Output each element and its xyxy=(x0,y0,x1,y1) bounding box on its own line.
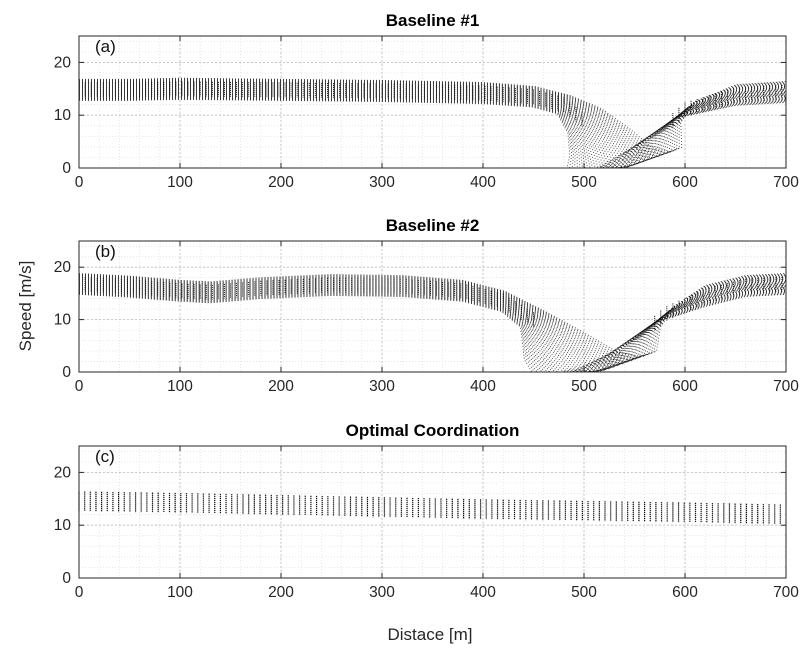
x-tick-label: 400 xyxy=(470,174,496,191)
data-trace xyxy=(79,95,787,169)
axis-box xyxy=(78,35,787,169)
data-series xyxy=(78,77,787,169)
x-tick-label: 300 xyxy=(369,378,395,395)
y-axis-label: Speed [m/s] xyxy=(16,261,35,352)
x-axis-label: Distace [m] xyxy=(387,625,472,644)
chart-panel-1: 0 100 200 300 400 500 600 700 0 10 20 Baseline #1 (a… xyxy=(54,11,800,191)
data-trace xyxy=(79,80,787,158)
x-tick-label: 600 xyxy=(672,174,698,191)
data-trace xyxy=(79,79,787,155)
data-trace xyxy=(78,287,787,373)
data-trace xyxy=(79,89,787,169)
axis-box xyxy=(78,445,787,579)
data-trace xyxy=(79,89,787,169)
x-tick-label: 600 xyxy=(672,584,698,601)
y-tick-label: 20 xyxy=(54,54,72,71)
data-trace xyxy=(79,79,787,156)
x-tick-label: 300 xyxy=(369,174,395,191)
panel-label: (a) xyxy=(95,37,116,56)
plot-area xyxy=(79,36,786,168)
data-trace xyxy=(79,78,787,154)
data-trace xyxy=(79,82,787,161)
x-tick-label: 700 xyxy=(773,584,799,601)
data-trace xyxy=(78,278,787,365)
x-tick-label: 200 xyxy=(268,378,294,395)
data-trace xyxy=(78,280,787,368)
data-trace xyxy=(79,88,787,168)
x-tick-label: 400 xyxy=(470,378,496,395)
chart-title: Baseline #2 xyxy=(386,216,480,235)
y-tick-label: 10 xyxy=(54,517,72,534)
x-tick-label: 100 xyxy=(167,584,193,601)
x-tick-label: 200 xyxy=(268,174,294,191)
x-tick-label: 400 xyxy=(470,584,496,601)
y-tick-label: 20 xyxy=(54,464,72,481)
y-tick-label: 10 xyxy=(54,107,72,124)
x-tick-label: 600 xyxy=(672,378,698,395)
data-trace xyxy=(79,82,787,160)
x-tick-label: 0 xyxy=(75,378,84,395)
data-trace xyxy=(79,92,787,169)
data-trace xyxy=(79,86,787,166)
data-trace xyxy=(79,91,787,169)
y-tick-label: 0 xyxy=(62,160,71,177)
chart-panel-3: 0 100 200 300 400 500 600 700 0 10 20 Optimal Coord… xyxy=(54,421,800,601)
data-trace xyxy=(78,290,787,373)
panel-label: (b) xyxy=(95,242,116,261)
data-trace xyxy=(79,86,787,167)
data-trace xyxy=(79,90,787,169)
data-series xyxy=(78,273,787,373)
data-trace xyxy=(79,88,787,169)
y-tick-label: 20 xyxy=(54,259,72,276)
x-tick-label: 0 xyxy=(75,174,84,191)
data-trace xyxy=(79,95,787,169)
data-trace xyxy=(79,83,787,162)
y-tick-label: 0 xyxy=(62,364,71,381)
axis-box xyxy=(78,240,787,373)
y-tick-label: 0 xyxy=(62,570,71,587)
chart-title: Optimal Coordination xyxy=(346,421,520,440)
x-tick-label: 200 xyxy=(268,584,294,601)
data-trace xyxy=(79,96,787,169)
x-tick-label: 0 xyxy=(75,584,84,601)
data-trace xyxy=(79,84,787,164)
x-tick-label: 100 xyxy=(167,174,193,191)
data-trace xyxy=(79,84,787,163)
data-trace xyxy=(79,91,787,169)
data-trace xyxy=(78,280,787,369)
plot-area xyxy=(79,446,786,578)
data-trace xyxy=(79,80,787,157)
data-trace xyxy=(78,273,787,357)
data-trace xyxy=(79,93,787,169)
x-tick-label: 300 xyxy=(369,584,395,601)
data-trace xyxy=(79,87,787,168)
x-tick-label: 500 xyxy=(571,584,597,601)
data-trace xyxy=(79,81,787,159)
data-trace xyxy=(78,282,787,372)
x-tick-label: 700 xyxy=(773,174,799,191)
data-trace xyxy=(79,94,787,169)
data-series xyxy=(78,491,781,525)
data-trace xyxy=(78,285,787,373)
chart-title: Baseline #1 xyxy=(386,11,480,30)
x-tick-label: 500 xyxy=(571,378,597,395)
y-tick-label: 10 xyxy=(54,312,72,329)
x-tick-label: 100 xyxy=(167,378,193,395)
x-tick-label: 500 xyxy=(571,174,597,191)
data-trace xyxy=(79,97,787,169)
plot-area xyxy=(79,241,786,372)
chart-panel-2: 0 100 200 300 400 500 600 700 0 10 20 Baseline #2 (b… xyxy=(54,216,800,395)
panel-label: (c) xyxy=(95,447,115,466)
x-tick-label: 700 xyxy=(773,378,799,395)
data-trace xyxy=(79,98,787,169)
data-trace xyxy=(79,98,787,169)
